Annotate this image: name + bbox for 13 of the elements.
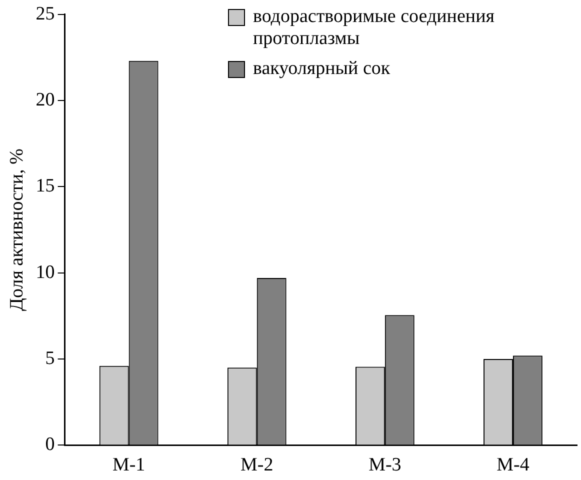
y-tick-label: 20 [36,90,55,111]
y-tick-label: 25 [36,3,55,24]
y-tick-label: 5 [45,348,55,370]
y-axis-title: Доля активности, % [6,148,28,312]
x-tick-label: М-1 [112,454,146,476]
y-tick-label: 0 [45,434,55,456]
x-tick-label: М-3 [368,454,402,476]
legend-label: водорастворимые соединения протоплазмы [253,6,496,50]
x-tick-label: М-4 [496,454,530,476]
x-tick-label: М-2 [240,454,274,476]
legend-label: вакуолярный сок [253,58,390,80]
y-tick-label: 10 [36,262,55,283]
y-tick-label: 15 [36,176,55,197]
